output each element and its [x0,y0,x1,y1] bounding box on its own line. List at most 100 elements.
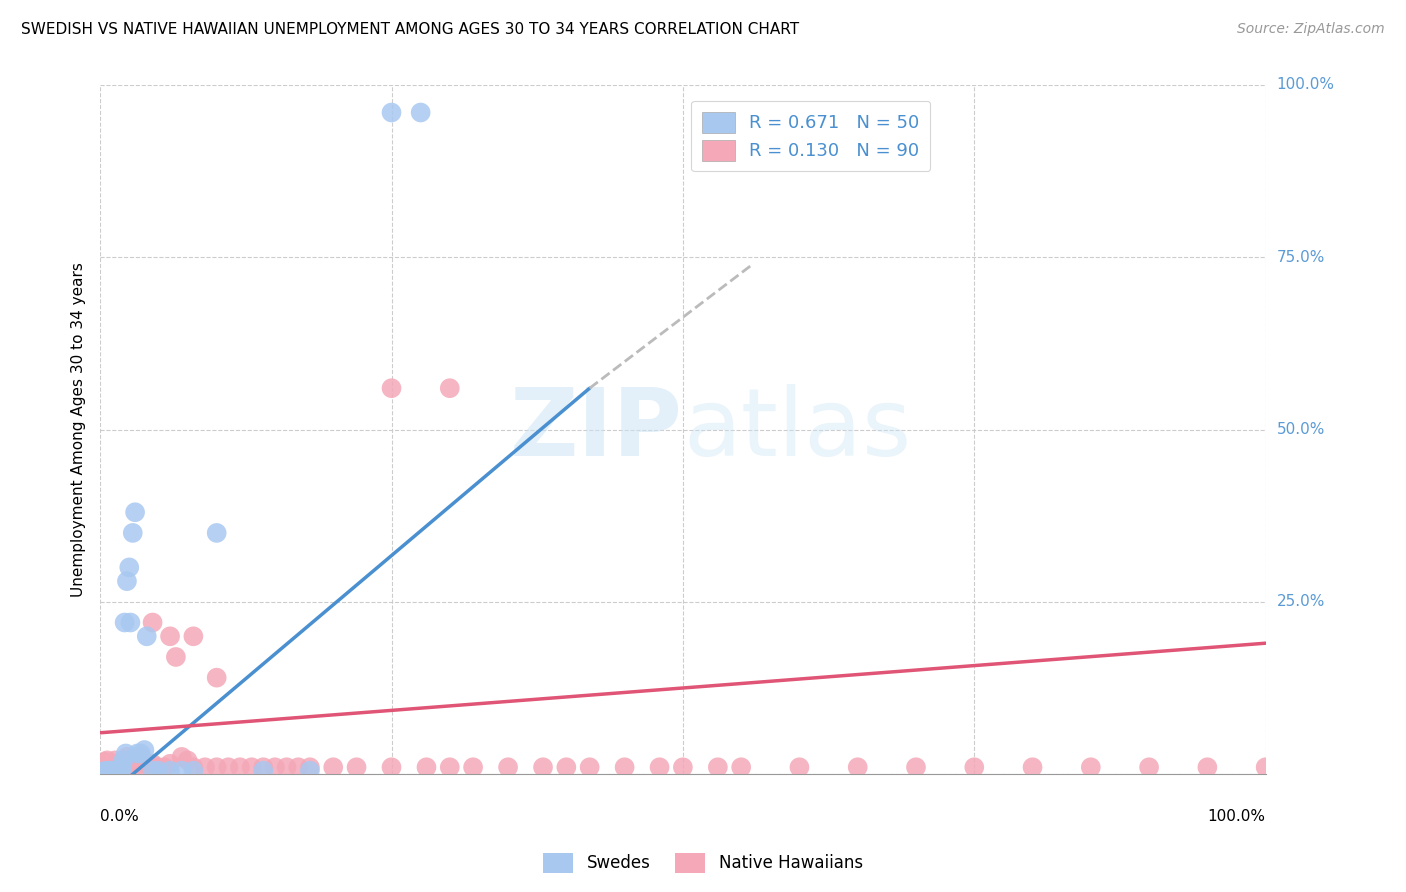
Point [112,753,135,767]
Point [94,765,117,780]
Point [904,760,927,774]
Point [98,764,121,779]
Point [101,763,124,777]
Point [170,764,193,778]
Point [104,753,127,767]
Point [105,756,128,771]
Point [103,760,125,774]
Point [101,762,124,776]
Point [439,381,461,395]
Point [135,760,157,774]
Point [107,763,129,777]
Point [183,764,205,778]
Point [93,756,115,771]
Point [276,760,298,774]
Point [148,764,170,778]
Point [789,760,811,774]
Point [555,760,578,774]
Point [1254,760,1277,774]
Point [107,760,129,774]
Point [104,764,127,778]
Point [98,764,121,778]
Text: Source: ZipAtlas.com: Source: ZipAtlas.com [1237,22,1385,37]
Point [111,760,134,774]
Point [101,756,124,771]
Point [127,747,149,761]
Point [108,763,131,777]
Point [346,760,368,774]
Point [98,764,121,779]
Point [409,105,432,120]
Point [613,760,636,774]
Point [129,747,152,761]
Point [142,764,165,778]
Point [107,762,129,776]
Point [252,764,274,778]
Point [159,629,181,643]
Point [159,756,181,771]
Text: 25.0%: 25.0% [1277,594,1324,609]
Point [97,764,120,778]
Point [176,753,198,767]
Point [107,763,129,777]
Point [120,615,142,630]
Point [240,760,263,774]
Point [1197,760,1219,774]
Point [94,765,117,780]
Point [672,760,695,774]
Point [101,760,124,774]
Point [121,753,143,767]
Point [115,574,138,589]
Point [707,760,730,774]
Point [153,760,176,774]
Text: 100.0%: 100.0% [1277,78,1334,93]
Point [100,764,122,778]
Point [648,760,671,774]
Legend: R = 0.671   N = 50, R = 0.130   N = 90: R = 0.671 N = 50, R = 0.130 N = 90 [692,101,931,171]
Point [322,760,344,774]
Point [110,759,132,773]
Point [159,764,181,778]
Point [114,615,136,630]
Point [105,764,128,778]
Point [1137,760,1160,774]
Point [91,765,114,780]
Point [100,762,122,776]
Point [846,760,869,774]
Point [1021,760,1043,774]
Point [134,743,156,757]
Text: atlas: atlas [683,384,911,475]
Point [415,760,437,774]
Point [183,629,205,643]
Point [165,650,187,665]
Point [110,763,132,777]
Point [217,760,239,774]
Text: SWEDISH VS NATIVE HAWAIIAN UNEMPLOYMENT AMONG AGES 30 TO 34 YEARS CORRELATION CH: SWEDISH VS NATIVE HAWAIIAN UNEMPLOYMENT … [21,22,799,37]
Text: ZIP: ZIP [510,384,683,475]
Point [94,764,117,779]
Text: 50.0%: 50.0% [1277,422,1324,437]
Point [142,615,165,630]
Point [496,760,519,774]
Point [97,760,120,774]
Point [101,764,124,779]
Point [97,764,120,779]
Point [439,760,461,774]
Point [96,765,118,780]
Point [298,760,321,774]
Point [229,760,252,774]
Point [114,753,136,767]
Point [100,759,122,773]
Point [205,525,228,540]
Point [380,760,402,774]
Point [148,760,170,774]
Point [103,764,125,778]
Point [380,105,402,120]
Point [94,762,117,776]
Point [170,750,193,764]
Point [114,759,136,773]
Point [103,764,125,778]
Point [91,763,114,777]
Point [380,381,402,395]
Point [578,760,600,774]
